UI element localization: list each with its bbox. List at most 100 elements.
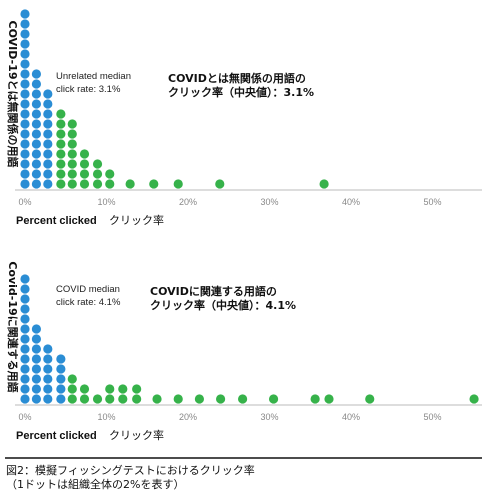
panel1-data-dot (79, 169, 90, 179)
panel2-data-dot (79, 384, 90, 394)
panel1-x-axis-label-ja: クリック率 (109, 213, 164, 227)
panel2-data-dot (152, 394, 162, 404)
panel1-data-dot (20, 99, 30, 109)
panel1-data-dot (92, 179, 103, 189)
panel1-data-dot (173, 179, 183, 189)
panel2-data-dot (43, 384, 53, 394)
panel2-x-tick-label: 40% (342, 412, 360, 422)
panel2-data-dot (20, 384, 30, 394)
panel2-data-dot (20, 314, 30, 324)
panel1-data-dot (43, 169, 53, 179)
panel2-data-dot (43, 394, 53, 404)
panel2-data-dot (118, 384, 128, 394)
panel2-data-dot (79, 394, 90, 404)
panel2-data-dot (20, 324, 30, 334)
panel2-data-dot (20, 354, 30, 364)
panel2-data-dot (20, 304, 30, 314)
panel2-x-axis-label-ja: クリック率 (109, 428, 164, 442)
panel1-x-tick-label: 10% (97, 197, 115, 207)
panel1-x-tick-label: 50% (423, 197, 441, 207)
panel1-data-dot (92, 159, 103, 169)
panel1-data-dot (92, 169, 103, 179)
panel1-data-dot (43, 159, 53, 169)
panel1-data-dot (31, 149, 42, 159)
panel1-data-dot (20, 59, 30, 69)
panel1-data-dot (56, 129, 66, 139)
panel1-data-dot (215, 179, 225, 189)
panel2-data-dot (173, 394, 183, 404)
panel1-data-dot (20, 19, 30, 29)
panel1-data-dot (67, 159, 77, 169)
panel1-data-dot (56, 119, 66, 129)
panel2-x-axis-label: Percent clicked (16, 430, 97, 442)
panel2-data-dot (20, 394, 30, 404)
panel1-median-label-ja-2: クリック率（中央値）：3.1% (168, 85, 314, 99)
panel1-data-dot (56, 109, 66, 119)
panel2-x-tick-label: 50% (423, 412, 441, 422)
panel1-data-dot (20, 179, 30, 189)
panel1-x-tick-label: 40% (342, 197, 360, 207)
panel1-data-dot (67, 129, 77, 139)
panel2-data-dot (31, 354, 42, 364)
panel2-data-dot (365, 394, 375, 404)
panel1-y-axis-label: COVID-19とは無関係の用語 (6, 21, 20, 168)
panel2-data-dot (132, 394, 142, 404)
panel1-data-dot (43, 139, 53, 149)
panel2-data-dot (20, 374, 30, 384)
panel1-data-dot (105, 169, 115, 179)
panel1-x-tick-label: 30% (260, 197, 278, 207)
panel2-data-dot (56, 354, 66, 364)
panel1-data-dot (67, 179, 77, 189)
panel2-data-dot (216, 394, 226, 404)
panel2-data-dot (20, 334, 30, 344)
panel1-data-dot (31, 119, 42, 129)
panel1-median-label-en-1: Unrelated median (56, 71, 131, 82)
panel1-data-dot (43, 179, 53, 189)
panel1-data-dot (20, 89, 30, 99)
panel1-data-dot (43, 109, 53, 119)
panel1-data-dot (20, 109, 30, 119)
panel2-data-dot (31, 364, 42, 374)
panel1-data-dot (20, 119, 30, 129)
panel1-data-dot (31, 109, 42, 119)
panel2-data-dot (118, 394, 128, 404)
panel2-data-dot (20, 344, 30, 354)
panel1-data-dot (20, 169, 30, 179)
panel2-data-dot (31, 374, 42, 384)
panel1-data-dot (20, 139, 30, 149)
panel2-data-dot (20, 294, 30, 304)
panel2-data-dot (20, 364, 30, 374)
panel1-data-dot (56, 169, 66, 179)
panel1-data-dot (31, 129, 42, 139)
panel2-data-dot (56, 394, 66, 404)
panel2-data-dot (20, 274, 30, 284)
panel1-data-dot (20, 69, 30, 79)
panel2-data-dot (43, 364, 53, 374)
panel1-median-label-ja-1: COVIDとは無関係の用語の (168, 71, 306, 85)
panel2-x-tick-label: 10% (97, 412, 115, 422)
panel1-data-dot (20, 129, 30, 139)
panel2-data-dot (31, 344, 42, 354)
panel1-data-dot (20, 9, 30, 19)
panel1-data-dot (43, 119, 53, 129)
panel1-data-dot (31, 89, 42, 99)
panel1-data-dot (31, 169, 42, 179)
panel1-data-dot (43, 149, 53, 159)
panel1-data-dot (125, 179, 135, 189)
panel2-data-dot (92, 394, 103, 404)
panel2-y-axis-label: Covid-19に関連する用語 (6, 261, 20, 392)
panel2-data-dot (132, 384, 142, 394)
panel1-data-dot (20, 79, 30, 89)
panel1-data-dot (105, 179, 115, 189)
panel2-data-dot (268, 394, 279, 404)
panel1-data-dot (31, 159, 42, 169)
panel2-data-dot (31, 384, 42, 394)
panel1-data-dot (31, 139, 42, 149)
panel2-data-dot (56, 374, 66, 384)
panel2-x-tick-label: 0% (18, 412, 31, 422)
panel1-data-dot (79, 159, 90, 169)
panel1-data-dot (319, 179, 329, 189)
panel1-data-dot (67, 169, 77, 179)
panel1-data-dot (56, 159, 66, 169)
